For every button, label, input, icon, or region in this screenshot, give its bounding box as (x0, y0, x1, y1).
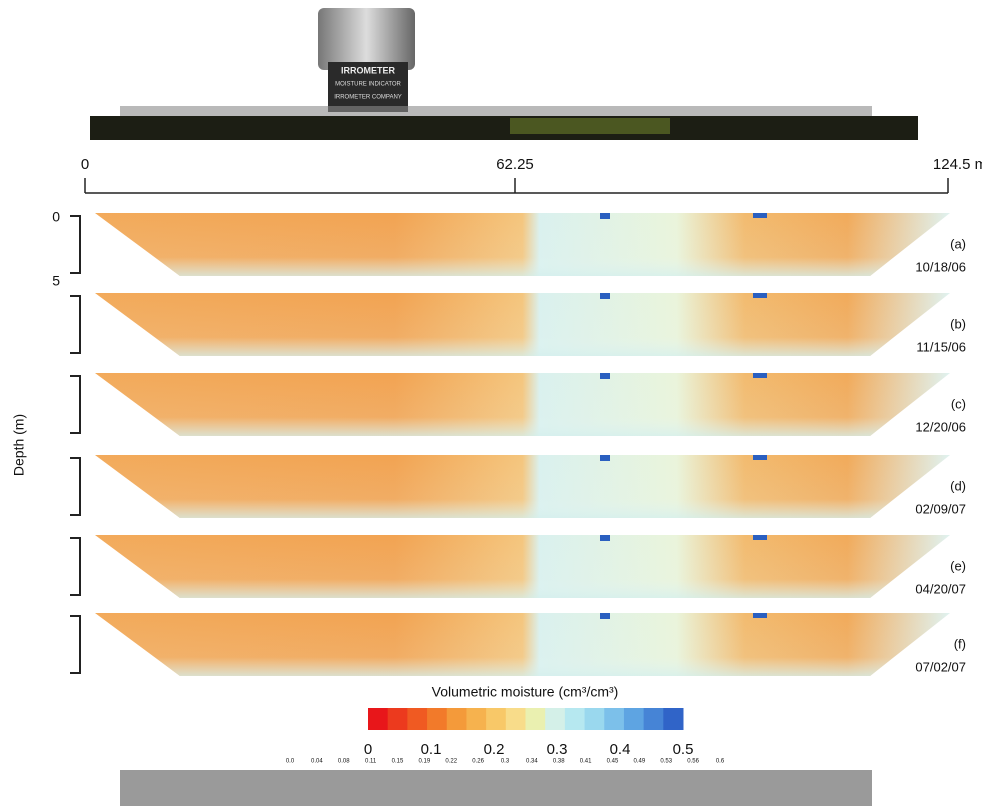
colorbar-fine-tick: 0.04 (311, 759, 323, 765)
colorbar-fine-tick: 0.34 (526, 759, 538, 765)
colorbar-tick: 0.3 (547, 741, 568, 758)
tomogram-shade (95, 213, 950, 276)
wet-spot (600, 213, 610, 219)
panels: (a) 10/18/06 (b) 11/15/06 (c) 12/20/06 (d) 02/0… (70, 213, 966, 676)
wet-spot (600, 613, 610, 619)
map-strip (90, 116, 918, 140)
panel-date: 12/20/06 (915, 419, 966, 434)
figure: IRROMETER MOISTURE INDICATOR IRROMETER C… (0, 0, 982, 806)
panel-date: 07/02/07 (915, 659, 966, 674)
tomogram-shade (95, 373, 950, 436)
bottom-image (120, 770, 872, 806)
colorbar-fine-tick: 0.15 (392, 759, 404, 765)
colorbar-cell (427, 708, 447, 730)
panel-label: (e) (950, 558, 966, 573)
colorbar-cell (486, 708, 506, 730)
distance-label: 124.5 m (933, 156, 982, 173)
colorbar-cell (624, 708, 644, 730)
wet-spot (600, 373, 610, 379)
colorbar-cell (388, 708, 408, 730)
depth-title: Depth (m) (11, 414, 27, 476)
colorbar-cell (466, 708, 486, 730)
depth-bracket (70, 616, 80, 673)
map-patch (510, 118, 670, 134)
colorbar-cell (407, 708, 427, 730)
wet-spot (753, 293, 767, 298)
wet-spot (753, 373, 767, 378)
panel-label: (f) (954, 636, 966, 651)
panel-date: 10/18/06 (915, 259, 966, 274)
colorbar-tick: 0.5 (673, 741, 694, 758)
device-subtitle: MOISTURE INDICATOR (335, 82, 401, 88)
tomogram-shade (95, 293, 950, 356)
colorbar-fine-tick: 0.22 (445, 759, 457, 765)
device-brand: IRROMETER (341, 65, 396, 75)
panel-label: (c) (951, 396, 966, 411)
tomogram-shade (95, 455, 950, 518)
device-company: IRROMETER COMPANY (334, 95, 402, 101)
colorbar-fine-tick: 0.53 (660, 759, 672, 765)
colorbar-tick: 0 (364, 741, 372, 758)
depth-bracket (70, 296, 80, 353)
colorbar-cell (585, 708, 605, 730)
depth-bracket (70, 216, 80, 273)
wet-spot (753, 213, 767, 218)
wet-spot (600, 293, 610, 299)
tomogram-shade (95, 613, 950, 676)
colorbar-fine-tick: 0.3 (501, 759, 510, 765)
colorbar-fine-tick: 0.56 (687, 759, 699, 765)
colorbar-cell (565, 708, 585, 730)
distance-ticks: 0 62.25 124.5 m (81, 156, 982, 193)
distance-label: 0 (81, 156, 89, 173)
colorbar-tick: 0.1 (421, 741, 442, 758)
colorbar-tick: 0.4 (610, 741, 631, 758)
colorbar-cell (526, 708, 546, 730)
depth-bracket (70, 376, 80, 433)
colorbar-fine-tick: 0.49 (634, 759, 646, 765)
wet-spot (753, 613, 767, 618)
depth-label: 5 (52, 273, 60, 289)
distance-label: 62.25 (496, 156, 534, 173)
panel-label: (a) (950, 236, 966, 251)
colorbar-fine-tick: 0.6 (716, 759, 725, 765)
colorbar-fine-tick: 0.0 (286, 759, 295, 765)
colorbar-fine-tick: 0.38 (553, 759, 565, 765)
depth-bracket (70, 538, 80, 595)
colorbar-fine-tick: 0.26 (472, 759, 484, 765)
colorbar-cell (663, 708, 683, 730)
colorbar-title: Volumetric moisture (cm³/cm³) (432, 684, 619, 700)
wet-spot (600, 455, 610, 461)
depth-bracket (70, 458, 80, 515)
colorbar-cell (545, 708, 565, 730)
colorbar-fine-tick: 0.08 (338, 759, 350, 765)
colorbar-cell (368, 708, 388, 730)
colorbar-tick: 0.2 (484, 741, 505, 758)
colorbar-fine-tick: 0.11 (365, 759, 377, 765)
colorbar-cell (644, 708, 664, 730)
panel-label: (b) (950, 316, 966, 331)
wet-spot (600, 535, 610, 541)
device-cap (318, 8, 415, 70)
colorbar-fine-tick: 0.41 (580, 759, 592, 765)
colorbar-cell (506, 708, 526, 730)
colorbar-cell (447, 708, 467, 730)
panel-date: 11/15/06 (916, 339, 966, 354)
wet-spot (753, 535, 767, 540)
panel-date: 02/09/07 (915, 501, 966, 516)
colorbar-fine-tick: 0.45 (607, 759, 619, 765)
colorbar-fine-tick: 0.19 (419, 759, 431, 765)
tomogram-shade (95, 535, 950, 598)
depth-label: 0 (52, 209, 60, 225)
colorbar-cell (604, 708, 624, 730)
panel-date: 04/20/07 (915, 581, 966, 596)
wet-spot (753, 455, 767, 460)
panel-label: (d) (950, 478, 966, 493)
